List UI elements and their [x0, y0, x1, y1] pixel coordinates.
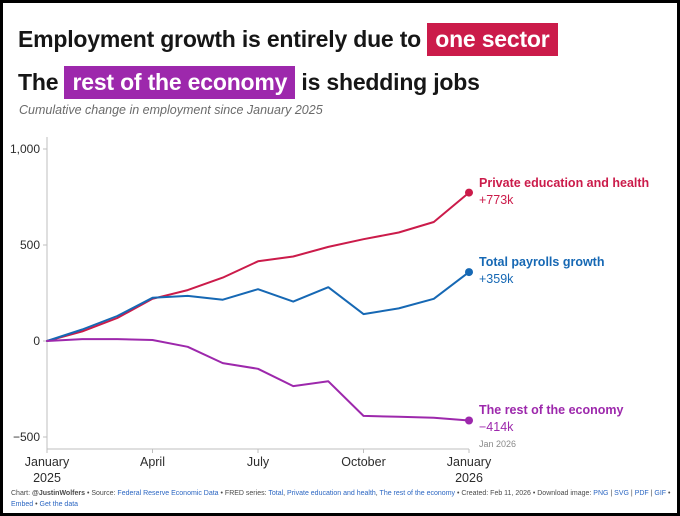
- series-name-label: Total payrolls growth: [479, 255, 605, 269]
- x-tick-label: January: [25, 455, 70, 469]
- y-tick-label: −500: [13, 430, 40, 444]
- highlight-rest-of-economy: rest of the economy: [64, 66, 296, 100]
- axis-end-note: Jan 2026: [479, 439, 517, 449]
- series-label-private-education-and-health: Private education and health +773k: [479, 175, 649, 209]
- series-name-label: Private education and health: [479, 176, 650, 190]
- series-value-label: +359k: [479, 272, 514, 286]
- x-tick-label: July: [247, 455, 270, 469]
- chart-area: 1,000 500 0 −500 January 2025 April July October…: [9, 127, 677, 485]
- chart-title: Employment growth is entirely due to one…: [18, 23, 669, 114]
- footer-text: • Created: Feb 11, 2026 • Download image…: [455, 489, 594, 497]
- footer-link[interactable]: Embed: [11, 500, 34, 508]
- footer-link[interactable]: PNG: [593, 489, 609, 497]
- series-line-blue: [46, 271, 470, 342]
- x-tick-sublabel: 2025: [33, 471, 61, 485]
- footer-text: @JustinWolfers: [32, 489, 85, 497]
- footer-link[interactable]: Total: [268, 489, 284, 497]
- title-text-1: Employment growth is entirely due to: [18, 26, 428, 53]
- footer-link[interactable]: GIF: [654, 489, 667, 497]
- footer-text: ,: [283, 489, 288, 497]
- footer-text: |: [628, 489, 635, 497]
- line-chart: 1,000 500 0 −500 January 2025 April July October…: [10, 137, 492, 485]
- title-line-1: Employment growth is entirely due to one…: [18, 23, 669, 57]
- title-line-2: The rest of the economy is shedding jobs: [18, 66, 669, 100]
- footer-text: |: [648, 489, 655, 497]
- footer-link[interactable]: Private education and health: [287, 489, 376, 497]
- chart-subtitle: Cumulative change in employment since Ja…: [19, 103, 323, 117]
- series-value-label: +773k: [479, 193, 514, 207]
- x-tick-sublabel: 2026: [455, 471, 483, 485]
- y-tick-label: 0: [33, 334, 40, 348]
- series-label-rest-of-the-economy: The rest of the economy −414k: [479, 402, 623, 436]
- footer-text: Chart:: [11, 489, 33, 497]
- series-label-total-payrolls-growth: Total payrolls growth +359k: [479, 254, 604, 288]
- series-line-red: [46, 191, 470, 342]
- footer-text: •: [666, 489, 671, 497]
- series-end-dot-red: [465, 188, 473, 197]
- footer-link[interactable]: Federal Reserve Economic Data: [117, 489, 219, 497]
- footer-text: •: [33, 500, 40, 508]
- series-name-label: The rest of the economy: [479, 403, 624, 417]
- series-line-purple: [46, 338, 470, 422]
- y-tick-label: 500: [20, 238, 40, 252]
- footer-link[interactable]: SVG: [614, 489, 629, 497]
- series-end-dot-blue: [465, 268, 473, 277]
- footer-attribution: Chart: @JustinWolfers • Source: Federal …: [11, 488, 672, 510]
- y-tick-label: 1,000: [10, 142, 40, 156]
- footer-link[interactable]: PDF: [634, 489, 649, 497]
- title-text-3: is shedding jobs: [295, 69, 480, 96]
- series-end-dot-purple: [465, 416, 473, 425]
- footer-text: • Source:: [85, 489, 118, 497]
- footer-link[interactable]: The rest of the economy: [379, 489, 456, 497]
- footer-link[interactable]: Get the data: [39, 500, 79, 508]
- x-tick-label: April: [140, 455, 165, 469]
- footer-text: |: [608, 489, 615, 497]
- x-tick-label: January: [447, 455, 492, 469]
- footer-text: ,: [375, 489, 380, 497]
- footer-text: • FRED series:: [218, 489, 269, 497]
- highlight-one-sector: one sector: [427, 23, 558, 57]
- series-value-label: −414k: [479, 420, 514, 434]
- x-tick-label: October: [341, 455, 385, 469]
- title-text-2: The: [18, 69, 65, 96]
